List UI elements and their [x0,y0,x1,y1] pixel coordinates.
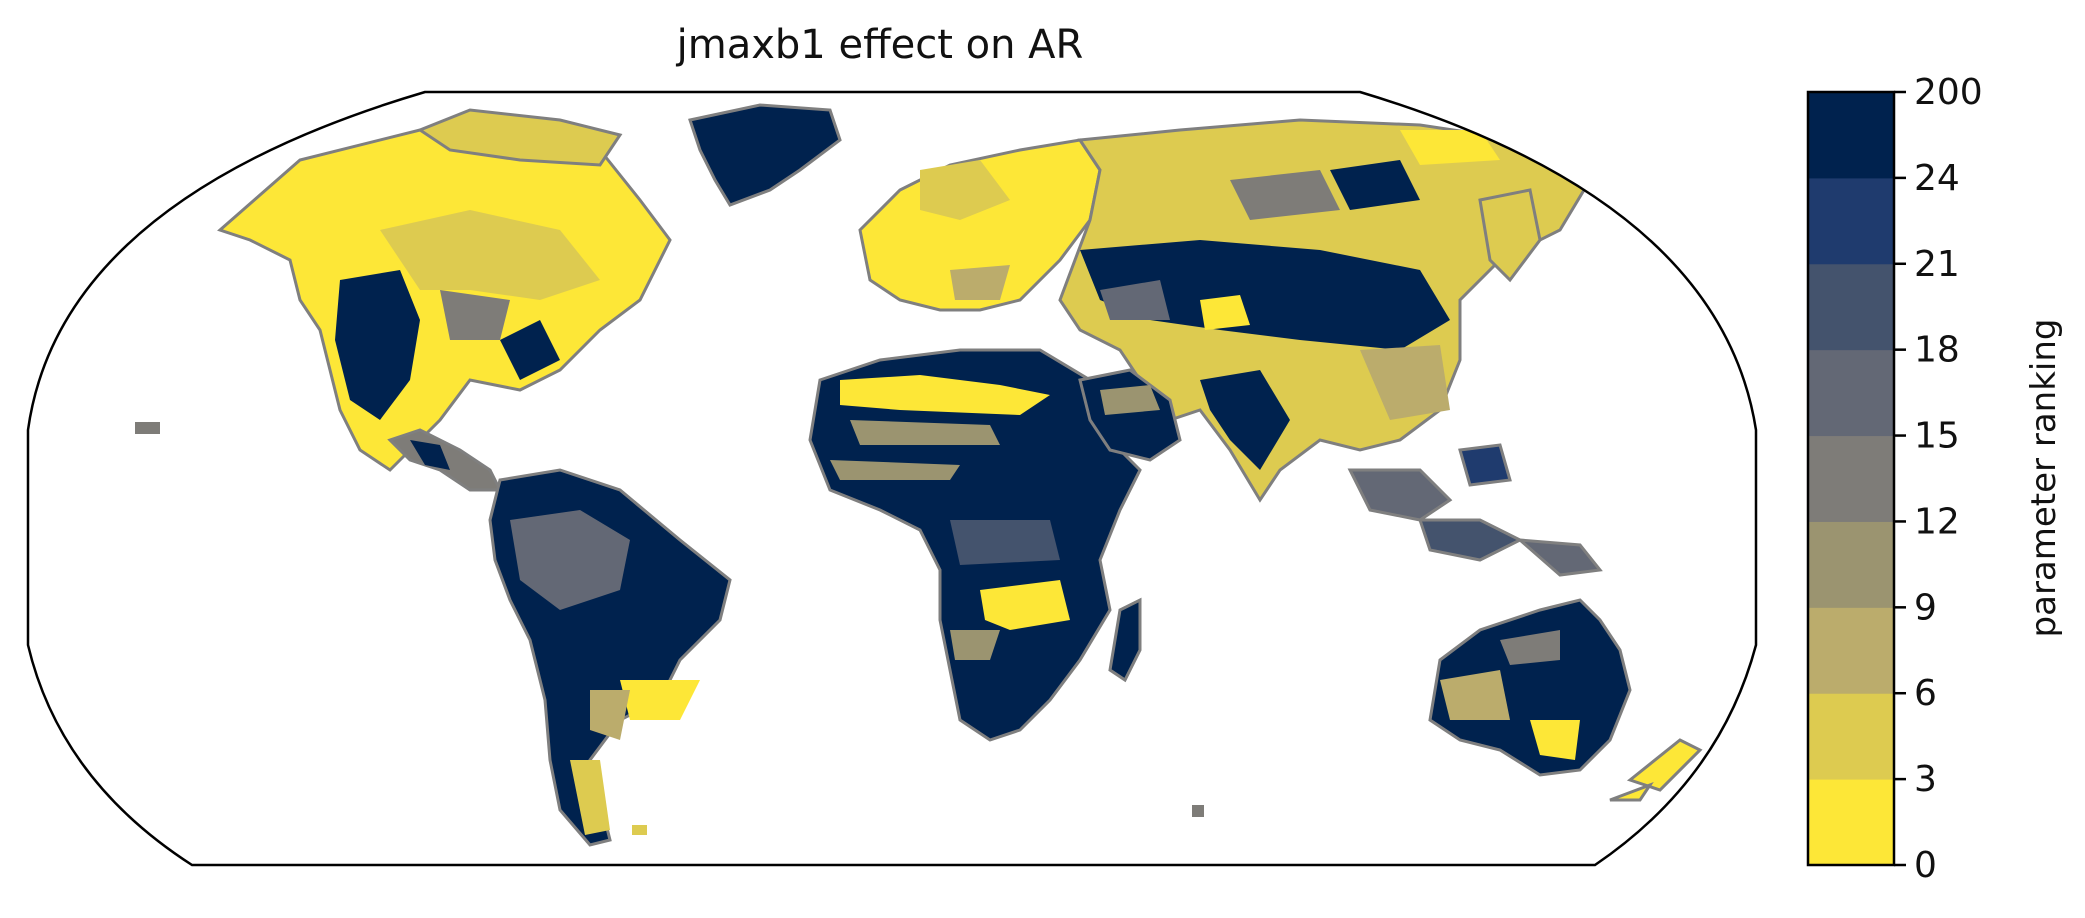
map-title: jmaxb1 effect on AR [676,22,1084,68]
colorbar-swatches [1808,92,1894,866]
colorbar-label: parameter ranking [2024,319,2064,638]
colorbar-tick-label: 6 [1914,673,1937,714]
colorbar-swatch [1808,349,1894,437]
world-map [26,90,1758,867]
colorbar-swatch [1808,779,1894,866]
colorbar-ticks: 0 3 6 9 12 15 18 21 24 200 [1894,72,1983,886]
madagascar [1108,597,1142,683]
colorbar-tick-label: 15 [1914,416,1960,457]
colorbar-swatch [1808,521,1894,608]
colorbar-swatch [1808,177,1894,265]
map-boundary [26,90,1758,867]
colorbar-tick-label: 18 [1914,330,1960,371]
colorbar-tick-label: 0 [1914,845,1937,886]
colorbar-swatch [1808,607,1894,694]
greenland [688,103,842,207]
colorbar-tick-label: 9 [1914,587,1937,628]
australia [1428,598,1632,777]
colorbar-swatch [1808,92,1894,179]
colorbar-swatch [1808,693,1894,780]
colorbar-swatch [1808,435,1894,522]
colorbar-swatch [1808,263,1894,351]
colorbar-frame [1806,90,1896,867]
colorbar-tick-label: 12 [1914,501,1960,542]
land-raster [135,103,1703,847]
colorbar-tick-label: 3 [1914,759,1937,800]
colorbar-tick-label: 24 [1914,158,1960,199]
colorbar-tick-label: 21 [1914,244,1960,285]
colorbar-tick-label: 200 [1914,72,1983,113]
